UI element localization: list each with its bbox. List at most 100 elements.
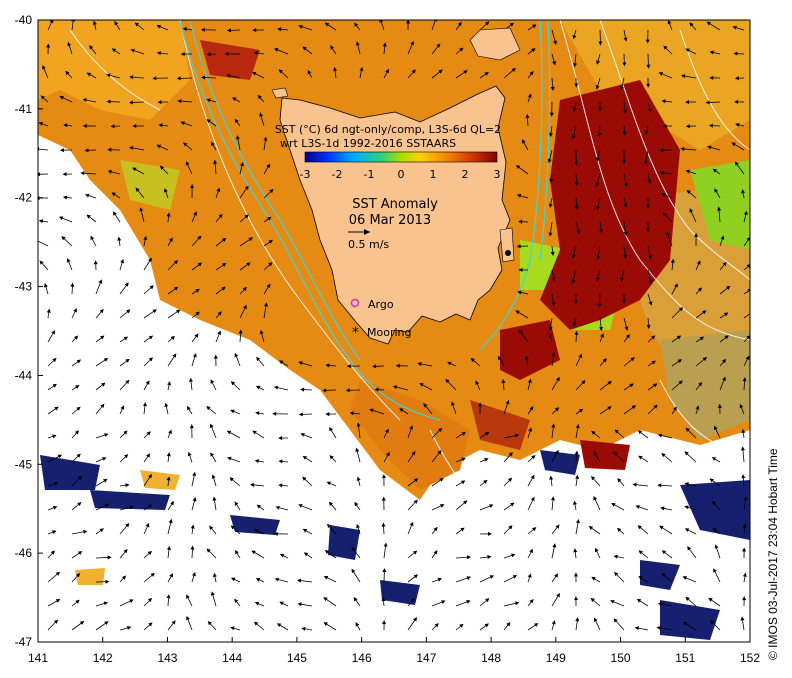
velocity-arrowhead [517,290,522,295]
velocity-arrowhead [485,21,490,26]
velocity-arrowhead [298,504,303,508]
velocity-arrowhead [217,311,222,316]
anomaly-patch [560,20,750,150]
velocity-arrowhead [381,496,386,501]
velocity-arrowhead [661,193,666,197]
velocity-arrowhead [269,189,274,194]
velocity-arrowhead [123,336,129,341]
velocity-arrowhead [86,214,91,219]
velocity-arrowhead [412,550,418,555]
velocity-arrowhead [298,361,303,365]
velocity-arrowhead [548,132,553,138]
velocity-arrowhead [57,454,63,459]
velocity-arrowhead [146,453,151,458]
velocity-arrowhead [192,471,197,477]
velocity-arrowhead [508,525,513,530]
velocity-arrowhead [126,625,132,630]
velocity-arrowhead [121,575,127,580]
velocity-arrowhead [708,597,713,602]
velocity-arrowhead [210,452,214,457]
velocity-arrowhead [578,408,584,413]
velocity-arrowhead [52,383,57,388]
credit-text: © IMOS 03-Jul-2017 23:04 Hobart Time [766,448,780,660]
velocity-arrowhead [171,620,176,625]
velocity-arrowhead [145,522,150,528]
velocity-arrowhead [307,69,312,75]
velocity-arrowhead [252,28,257,33]
velocity-arrowhead [148,257,152,263]
velocity-arrowhead [111,48,117,53]
velocity-arrowhead [147,550,152,556]
velocity-arrowhead [532,24,537,29]
velocity-arrowhead [527,573,532,578]
velocity-arrowhead [192,353,197,358]
velocity-arrowhead [189,424,194,429]
velocity-arrowhead [52,505,58,510]
velocity-arrowhead [180,121,185,126]
velocity-arrowhead [139,207,144,212]
velocity-arrowhead [616,527,622,533]
velocity-arrowhead [230,409,235,414]
velocity-arrowhead [459,47,464,52]
velocity-arrowhead [511,67,516,73]
velocity-arrowhead [574,83,579,88]
colorbar-tick-label: 0 [398,168,405,181]
velocity-arrowhead [694,232,699,237]
velocity-arrowhead [148,622,153,627]
velocity-arrowhead [77,475,82,480]
velocity-arrowhead [263,302,268,307]
velocity-arrowhead [234,501,239,506]
velocity-arrowhead [742,547,747,552]
velocity-arrowhead [382,42,387,47]
velocity-arrowhead [573,596,578,601]
velocity-arrowhead [433,550,438,555]
velocity-arrowhead [259,112,264,117]
velocity-arrowhead [211,474,216,479]
velocity-arrowhead [230,577,236,582]
velocity-arrowhead [192,571,196,577]
velocity-arrowhead [680,146,685,151]
velocity-arrowhead [82,123,87,128]
velocity-arrowhead [244,185,249,190]
velocity-arrowhead [297,578,302,583]
anomaly-patch [580,440,630,470]
velocity-arrowhead [105,579,110,584]
x-tick-label: 151 [675,651,695,665]
y-tick-label: -42 [15,191,33,205]
credit-line: © IMOS 03-Jul-2017 23:04 Hobart Time [766,380,786,660]
velocity-arrowhead [686,189,691,194]
velocity-arrowhead [555,524,560,529]
velocity-arrowhead [229,477,234,482]
velocity-arrowhead [735,122,740,127]
velocity-arrowhead [107,555,112,560]
velocity-arrowhead [518,329,523,334]
velocity-arrowhead [51,330,55,335]
velocity-arrowhead [147,504,152,509]
velocity-arrowhead [385,451,390,457]
velocity-arrowhead [356,476,361,481]
velocity-arrowhead [356,523,360,529]
velocity-arrowhead [461,480,466,485]
velocity-arrowhead [549,112,554,117]
velocity-arrowhead [268,262,273,267]
velocity-arrowhead [303,552,309,557]
anomaly-patch [690,160,750,250]
anomaly-patch [660,330,750,440]
velocity-arrowhead [734,99,739,104]
velocity-arrowhead [648,255,653,260]
velocity-arrowhead [209,423,214,428]
velocity-arrowhead [185,161,190,166]
velocity-arrowhead [60,148,65,153]
velocity-arrowhead [505,400,510,405]
velocity-arrowhead [441,600,446,605]
velocity-arrowhead [575,424,580,429]
velocity-arrowhead [507,477,513,482]
velocity-arrowhead [659,170,664,175]
velocity-arrowhead [637,430,643,435]
velocity-arrowhead [168,237,173,242]
anomaly-patch [350,380,470,490]
velocity-arrowhead [206,548,211,553]
velocity-arrowhead [266,283,271,288]
velocity-arrowhead [709,50,714,55]
velocity-arrowhead [324,550,330,554]
